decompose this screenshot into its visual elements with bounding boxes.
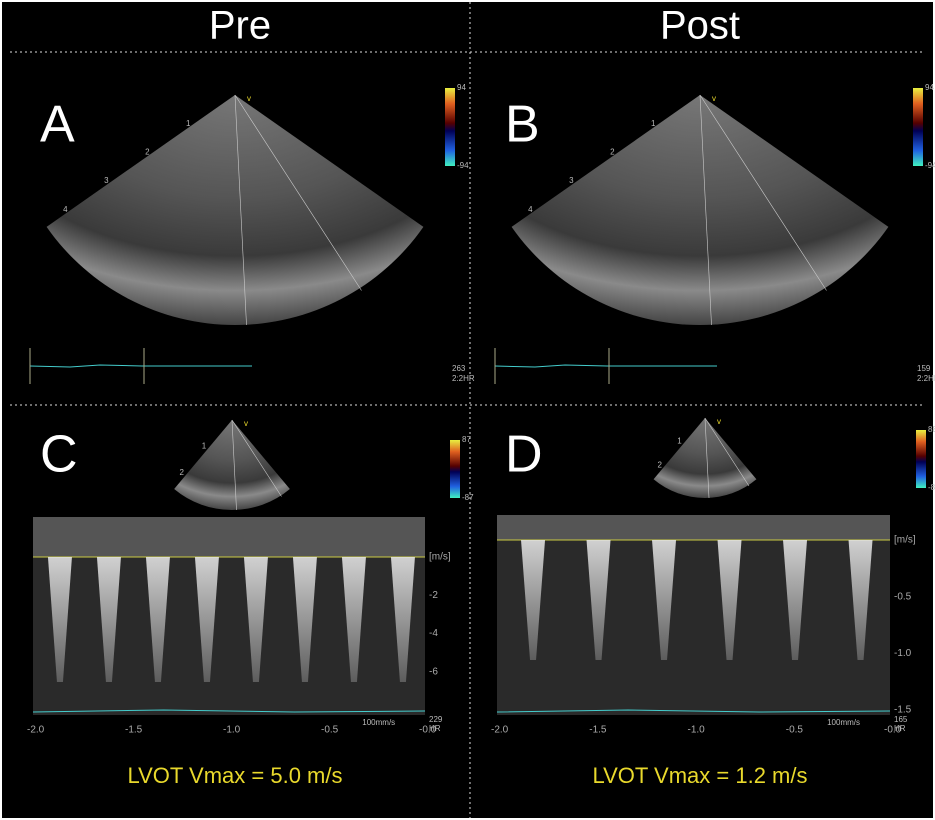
scale-top: 88: [928, 425, 935, 434]
depth-label: 3: [104, 176, 109, 185]
scan-line: [231, 419, 282, 497]
doppler-envelope: [652, 540, 677, 660]
time-tick: -1.0: [688, 725, 706, 736]
scale-bottom: -87: [462, 493, 474, 502]
ecg-trace: [32, 709, 426, 713]
depth-label: 1: [651, 119, 656, 128]
doppler-field: [497, 515, 890, 715]
velocity-tick: -1.5: [894, 705, 912, 716]
sweep: 100mm/s: [362, 718, 395, 727]
frame-rate: 165: [894, 715, 908, 724]
depth-label: 4: [528, 205, 533, 214]
time-tick: -2.0: [27, 725, 45, 736]
doppler-envelope: [521, 540, 546, 660]
scan-line: [699, 94, 712, 326]
frame-rate: 229: [429, 715, 443, 724]
frame-rate: 159: [917, 364, 931, 373]
velocity-tick: -4: [429, 628, 438, 639]
doppler-envelope: [243, 557, 268, 682]
scan-line: [234, 94, 247, 326]
scale-top: 94: [457, 83, 466, 92]
unit: [m/s]: [894, 535, 916, 546]
scale-bottom: -94: [925, 161, 935, 170]
frame-rate: 263: [452, 364, 466, 373]
marker: v: [712, 94, 716, 103]
velocity-tick: -0.5: [894, 591, 912, 602]
scan-line: [699, 94, 827, 291]
doppler-envelope: [145, 557, 170, 682]
doppler-envelope: [341, 557, 366, 682]
doppler-strip: [497, 515, 890, 540]
scale-bottom: -88: [928, 483, 935, 492]
doppler-strip: [33, 517, 425, 557]
scan-line: [234, 94, 362, 291]
color-bar: [450, 440, 460, 498]
unit: [m/s]: [429, 552, 451, 563]
time-tick: -0.5: [786, 725, 804, 736]
ecg-trace: [496, 709, 891, 713]
doppler-envelope: [194, 557, 219, 682]
scan-line: [704, 417, 750, 487]
header-post: Post: [660, 4, 740, 48]
ultrasound-sector: [511, 95, 889, 325]
panel-label: B: [505, 96, 540, 154]
marker: v: [247, 94, 251, 103]
doppler-envelope: [586, 540, 611, 660]
time-tick: -0.5: [321, 725, 339, 736]
depth-label: 2: [179, 468, 184, 477]
panel-label: A: [40, 96, 75, 154]
caption: LVOT Vmax = 5.0 m/s: [128, 763, 343, 788]
doppler-envelope: [717, 540, 742, 660]
time-tick: -1.5: [589, 725, 607, 736]
color-bar: [916, 430, 926, 488]
depth-label: 3: [569, 176, 574, 185]
scan-line: [704, 417, 710, 499]
depth-label: 4: [63, 205, 68, 214]
scale-bottom: -94: [457, 161, 469, 170]
doppler-envelope: [47, 557, 72, 682]
velocity-tick: -1.0: [894, 648, 912, 659]
doppler-envelope: [96, 557, 121, 682]
depth-label: 2: [145, 147, 150, 156]
header-pre: Pre: [209, 4, 271, 48]
velocity-tick: -2: [429, 590, 438, 601]
depth-label: 1: [202, 442, 207, 451]
ultrasound-sector: [174, 420, 290, 511]
doppler-envelope: [292, 557, 317, 682]
color-bar: [445, 88, 455, 166]
ecg-trace: [494, 364, 717, 368]
marker: v: [717, 417, 721, 426]
panel-label: C: [40, 426, 78, 484]
velocity-tick: -6: [429, 666, 438, 677]
scale-top: 87: [462, 435, 471, 444]
scale-top: 94: [925, 83, 934, 92]
doppler-envelope: [848, 540, 873, 660]
doppler-envelope: [783, 540, 808, 660]
caption: LVOT Vmax = 1.2 m/s: [593, 763, 808, 788]
sweep: 100mm/s: [827, 718, 860, 727]
depth-label: 2: [610, 147, 615, 156]
depth-label: 2: [657, 460, 662, 469]
heart-rate: HR: [894, 724, 906, 733]
time-tick: -1.0: [223, 725, 241, 736]
ultrasound-sector: [653, 418, 757, 498]
depth-label: 1: [677, 437, 682, 446]
doppler-envelope: [390, 557, 415, 682]
heart-rate: 2:2HR: [452, 374, 475, 383]
panel-label: D: [505, 426, 543, 484]
marker: v: [244, 419, 248, 428]
scan-line: [231, 419, 237, 511]
time-tick: -2.0: [491, 725, 509, 736]
heart-rate: HR: [429, 724, 441, 733]
depth-label: 1: [186, 119, 191, 128]
heart-rate: 2:2HR: [917, 374, 935, 383]
time-tick: -0.0: [419, 725, 437, 736]
time-tick: -1.5: [125, 725, 143, 736]
ecg-trace: [29, 364, 252, 368]
time-tick: -0.0: [884, 725, 902, 736]
ultrasound-sector: [46, 95, 424, 325]
color-bar: [913, 88, 923, 166]
